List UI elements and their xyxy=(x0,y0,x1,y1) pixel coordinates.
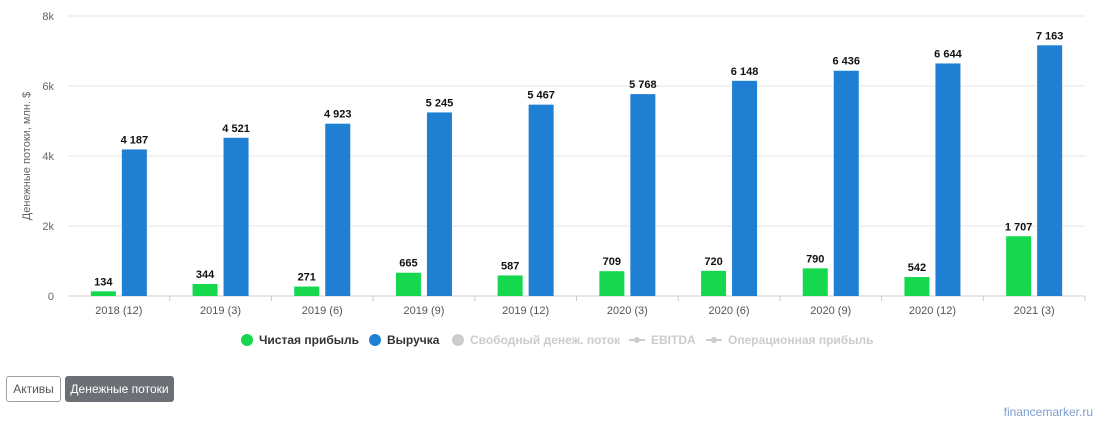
x-tick-label: 2019 (9) xyxy=(403,305,444,317)
data-label: 5 245 xyxy=(426,97,454,109)
legend-label: Операционная прибыль xyxy=(728,333,874,347)
revenue-bar xyxy=(833,70,859,297)
data-label: 6 644 xyxy=(934,48,962,60)
data-label: 587 xyxy=(501,260,519,272)
watermark-link[interactable]: financemarker.ru xyxy=(1003,405,1093,419)
data-label: 4 923 xyxy=(324,109,352,121)
legend-dot-icon xyxy=(369,334,381,346)
legend-label: EBITDA xyxy=(651,333,696,347)
data-label: 665 xyxy=(399,258,417,270)
net-profit-bar xyxy=(192,283,218,296)
net-profit-bar xyxy=(701,270,727,296)
revenue-bar xyxy=(630,94,656,297)
net-profit-bar xyxy=(1006,236,1032,296)
net-profit-bar xyxy=(802,268,828,296)
legend-label: Свободный денеж. поток xyxy=(470,333,621,347)
data-label: 7 163 xyxy=(1036,30,1064,42)
x-tick-label: 2020 (3) xyxy=(607,305,648,317)
data-label: 134 xyxy=(94,276,113,288)
x-tick-label: 2018 (12) xyxy=(95,305,142,317)
legend-dot-icon xyxy=(241,334,253,346)
data-label: 4 521 xyxy=(222,123,250,135)
x-tick-label: 2019 (6) xyxy=(302,305,343,317)
revenue-bar xyxy=(223,137,249,296)
legend-item-ebitda[interactable]: EBITDA xyxy=(629,330,696,350)
legend-label: Выручка xyxy=(387,333,440,347)
revenue-bar xyxy=(935,63,961,297)
revenue-bar xyxy=(732,80,758,296)
net-profit-bar xyxy=(294,286,320,296)
x-tick-label: 2019 (12) xyxy=(502,305,549,317)
x-tick-label: 2020 (6) xyxy=(709,305,750,317)
data-label: 5 467 xyxy=(527,90,555,102)
legend-label: Чистая прибыль xyxy=(259,333,359,347)
revenue-bar xyxy=(426,112,452,296)
y-tick-label: 2k xyxy=(42,221,54,233)
revenue-bar xyxy=(121,149,147,296)
data-label: 6 148 xyxy=(731,66,759,78)
revenue-bar xyxy=(325,123,351,296)
cash-flows-button[interactable]: Денежные потоки xyxy=(65,376,174,402)
legend-line-icon xyxy=(629,337,645,343)
data-label: 344 xyxy=(196,269,215,281)
y-tick-label: 6k xyxy=(42,81,54,93)
revenue-bar xyxy=(528,104,554,296)
x-tick-label: 2020 (9) xyxy=(810,305,851,317)
bar-chart: 0 2k 4k 6k 8k Денежные потоки, млн. $ 2018 (12… xyxy=(21,11,1086,317)
y-axis-title: Денежные потоки, млн. $ xyxy=(21,92,33,220)
data-label: 790 xyxy=(806,253,824,265)
data-label: 271 xyxy=(298,272,316,284)
net-profit-bar xyxy=(395,272,421,296)
data-label: 5 768 xyxy=(629,79,657,91)
legend-line-icon xyxy=(706,337,722,343)
data-label: 4 187 xyxy=(121,134,149,146)
y-tick-label: 0 xyxy=(48,291,54,303)
x-tick-label: 2021 (3) xyxy=(1014,305,1055,317)
legend-item-operating-profit[interactable]: Операционная прибыль xyxy=(706,330,873,350)
data-label: 1 707 xyxy=(1005,221,1033,233)
legend-dot-icon xyxy=(452,334,464,346)
y-tick-label: 8k xyxy=(42,11,54,23)
net-profit-bar xyxy=(90,291,116,296)
x-tick-label: 2020 (12) xyxy=(909,305,956,317)
legend-item-revenue[interactable]: Выручка xyxy=(369,330,439,350)
chart-legend: Чистая прибыль Выручка Свободный денеж. … xyxy=(0,330,1105,350)
net-profit-bar xyxy=(904,277,930,296)
net-profit-bar xyxy=(497,275,523,296)
y-tick-label: 4k xyxy=(42,151,54,163)
assets-button[interactable]: Активы xyxy=(6,376,61,402)
revenue-bar xyxy=(1037,45,1063,296)
data-label: 6 436 xyxy=(832,56,860,68)
legend-item-net-profit[interactable]: Чистая прибыль xyxy=(241,330,359,350)
data-label: 720 xyxy=(704,256,722,268)
legend-item-free-cash-flow[interactable]: Свободный денеж. поток xyxy=(452,330,620,350)
net-profit-bar xyxy=(599,271,625,296)
data-label: 709 xyxy=(603,256,621,268)
data-label: 542 xyxy=(908,262,926,274)
x-tick-label: 2019 (3) xyxy=(200,305,241,317)
